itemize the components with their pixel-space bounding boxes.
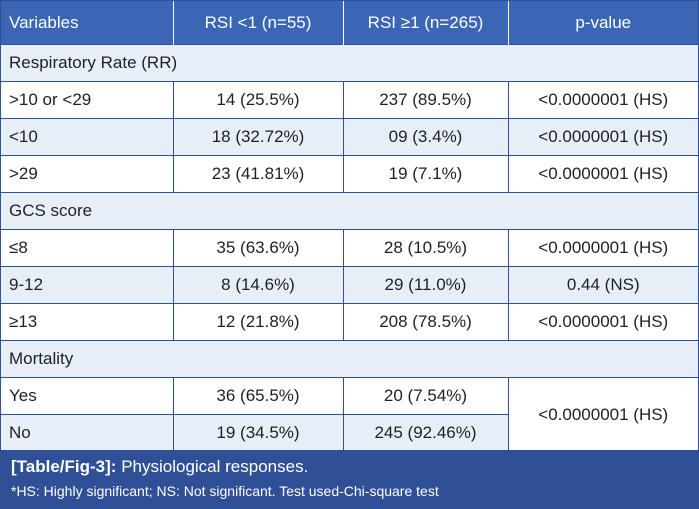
physiological-responses-table: Variables RSI <1 (n=55) RSI ≥1 (n=265) p… (1, 1, 698, 452)
cell-variable: 9-12 (1, 266, 174, 304)
cell-variable: Yes (1, 377, 174, 415)
caption-note: *HS: Highly significant; NS: Not signifi… (11, 483, 439, 499)
table-row: >10 or <29 14 (25.5%) 237 (89.5%) <0.000… (1, 81, 698, 119)
cell-variable: ≥13 (1, 303, 174, 341)
cell-p-value-mortality: <0.0000001 (HS) (507, 377, 698, 452)
section-row: Mortality (1, 340, 698, 378)
header-rsi-ge-1: RSI ≥1 (n=265) (342, 1, 509, 45)
cell-variable: No (1, 414, 174, 452)
cell-rsi-lt1: 23 (41.81%) (172, 155, 344, 193)
table-row: <10 18 (32.72%) 09 (3.4%) <0.0000001 (HS… (1, 118, 698, 156)
header-p-value: p-value (507, 1, 698, 45)
cell-rsi-ge1: 237 (89.5%) (342, 81, 509, 119)
cell-p-value: <0.0000001 (HS) (507, 303, 698, 341)
table-row: Yes 36 (65.5%) 20 (7.54%) <0.0000001 (HS… (1, 377, 698, 452)
cell-rsi-ge1: 09 (3.4%) (342, 118, 509, 156)
cell-p-value: <0.0000001 (HS) (507, 118, 698, 156)
table-row: ≤8 35 (63.6%) 28 (10.5%) <0.0000001 (HS) (1, 229, 698, 267)
cell-variable: <10 (1, 118, 174, 156)
table-caption: [Table/Fig-3]: Physiological responses. … (1, 450, 698, 508)
section-title-gcs: GCS score (1, 192, 698, 230)
cell-rsi-lt1: 36 (65.5%) (172, 377, 344, 415)
cell-variable: ≤8 (1, 229, 174, 267)
cell-rsi-ge1: 28 (10.5%) (342, 229, 509, 267)
table-row: ≥13 12 (21.8%) 208 (78.5%) <0.0000001 (H… (1, 303, 698, 341)
cell-rsi-ge1: 245 (92.46%) (342, 414, 508, 452)
cell-variable: >29 (1, 155, 174, 193)
table-row: 9-12 8 (14.6%) 29 (11.0%) 0.44 (NS) (1, 266, 698, 304)
header-row: Variables RSI <1 (n=55) RSI ≥1 (n=265) p… (1, 1, 698, 45)
cell-p-value: 0.44 (NS) (507, 266, 698, 304)
section-row: GCS score (1, 192, 698, 230)
cell-rsi-lt1: 19 (34.5%) (172, 414, 344, 452)
cell-rsi-lt1: 12 (21.8%) (172, 303, 344, 341)
section-row: Respiratory Rate (RR) (1, 44, 698, 82)
cell-rsi-ge1: 19 (7.1%) (342, 155, 509, 193)
section-title-mortality: Mortality (1, 340, 698, 378)
cell-variable: >10 or <29 (1, 81, 174, 119)
header-variables: Variables (1, 1, 174, 45)
caption-title-line: [Table/Fig-3]: Physiological responses. (11, 457, 308, 477)
caption-label: [Table/Fig-3]: (11, 457, 117, 476)
table-row: >29 23 (41.81%) 19 (7.1%) <0.0000001 (HS… (1, 155, 698, 193)
cell-p-value: <0.0000001 (HS) (507, 81, 698, 119)
cell-rsi-ge1: 20 (7.54%) (342, 377, 509, 415)
cell-rsi-lt1: 8 (14.6%) (172, 266, 344, 304)
section-title-rr: Respiratory Rate (RR) (1, 44, 698, 82)
cell-p-value: <0.0000001 (HS) (507, 229, 698, 267)
header-rsi-less-1: RSI <1 (n=55) (172, 1, 344, 45)
cell-rsi-lt1: 14 (25.5%) (172, 81, 344, 119)
cell-rsi-lt1: 35 (63.6%) (172, 229, 344, 267)
cell-p-value: <0.0000001 (HS) (507, 155, 698, 193)
cell-rsi-lt1: 18 (32.72%) (172, 118, 344, 156)
cell-rsi-ge1: 29 (11.0%) (342, 266, 509, 304)
cell-rsi-ge1: 208 (78.5%) (342, 303, 509, 341)
caption-title: Physiological responses. (121, 457, 309, 476)
